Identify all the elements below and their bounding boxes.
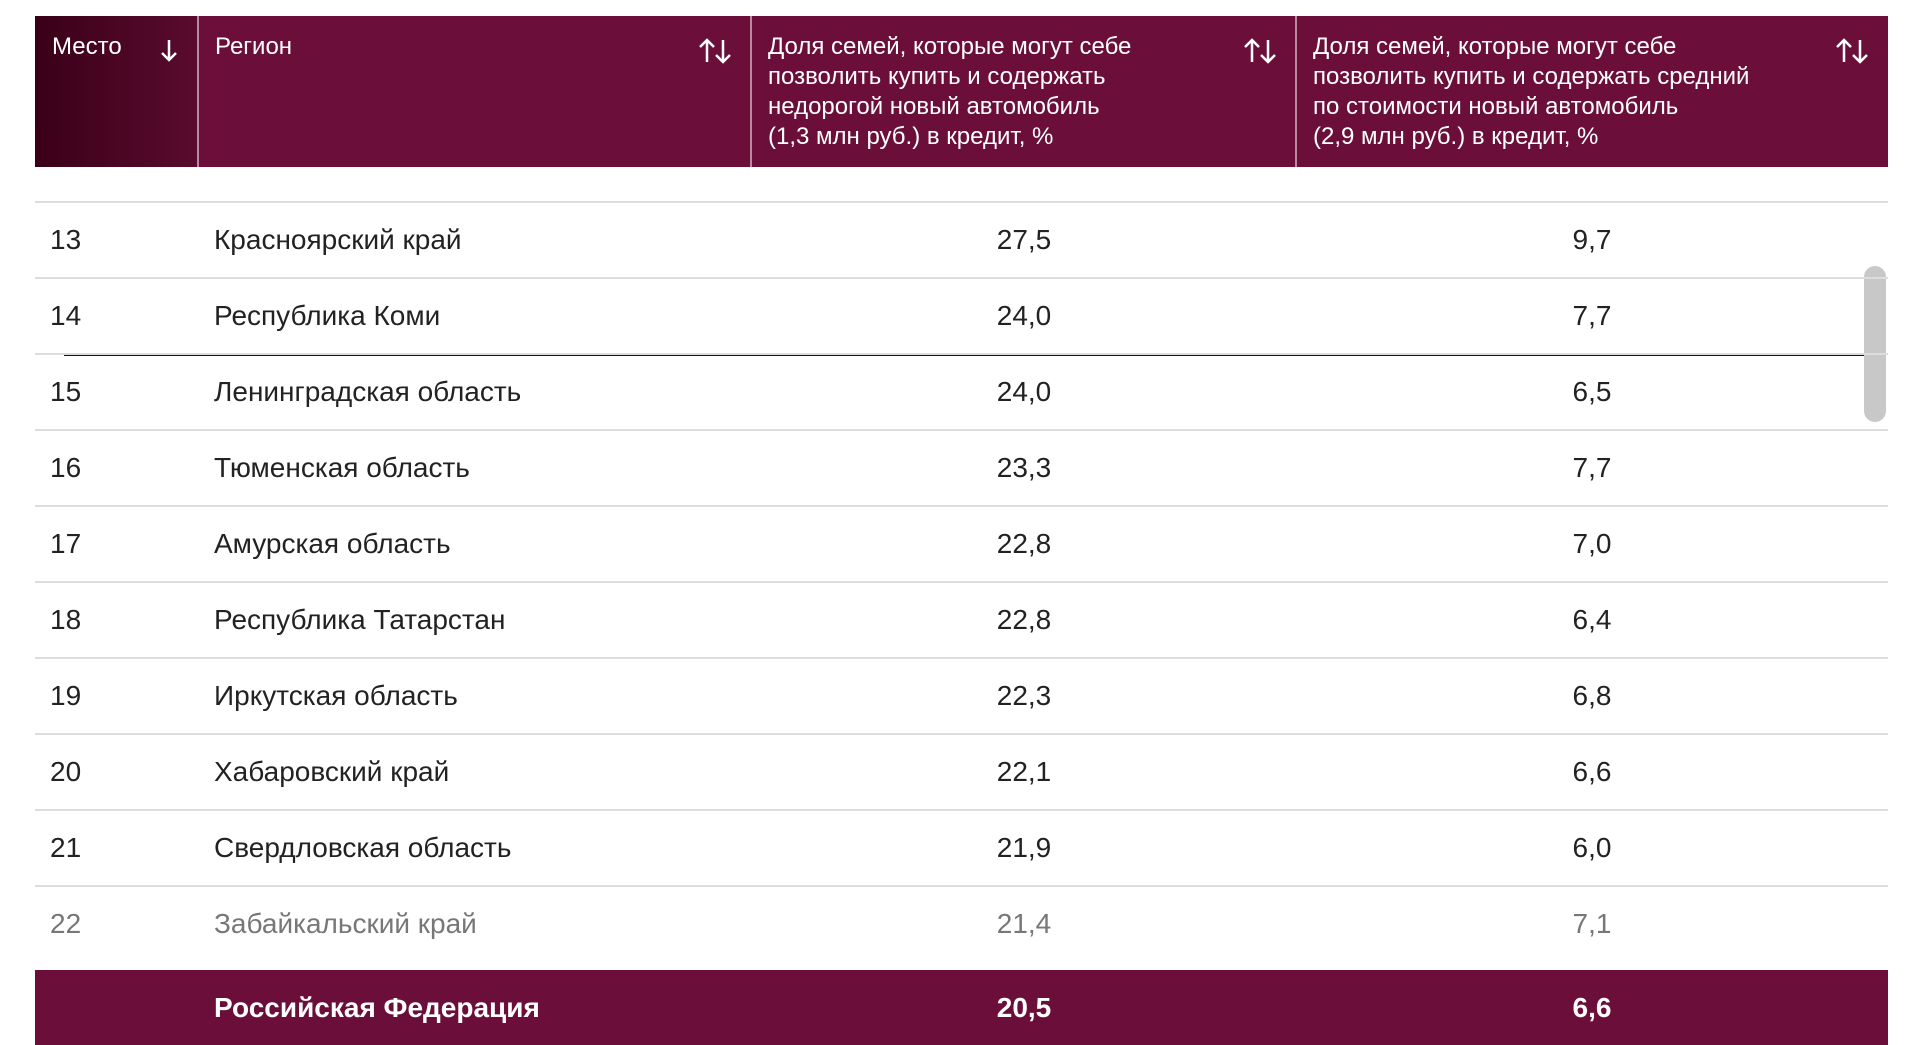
column-separator — [1295, 16, 1297, 167]
row-border — [35, 201, 1888, 203]
value: 24,0 — [996, 300, 1052, 331]
region: Республика Коми — [214, 300, 441, 331]
value: 6,8 — [1572, 680, 1612, 711]
value: 24,0 — [996, 376, 1052, 407]
value: 6,4 — [1572, 604, 1612, 635]
sort-icon[interactable] — [1834, 36, 1870, 66]
header-line: позволить купить и содержать средний — [1313, 63, 1750, 90]
value: 23,3 — [996, 452, 1052, 483]
header-line: (2,9 млн руб.) в кредит, % — [1313, 123, 1599, 150]
column-header[interactable]: Регион — [198, 16, 751, 167]
header-line: по стоимости новый автомобиль — [1313, 93, 1679, 120]
sort-icon[interactable] — [697, 36, 733, 66]
column-header[interactable]: Доля семей, которые могут себе позволить … — [751, 16, 1296, 167]
header-line: Регион — [215, 33, 293, 60]
value: 6,6 — [1572, 756, 1612, 787]
value: 7,7 — [1572, 452, 1612, 483]
value: 22,3 — [996, 680, 1052, 711]
total-row: Российская Федерация 20,5 6,6 — [35, 970, 1888, 1045]
row-border — [35, 505, 1888, 507]
sort-icon[interactable] — [1242, 36, 1278, 66]
region: Ленинградская область — [214, 376, 522, 407]
total-label: Российская Федерация — [214, 992, 540, 1023]
region: Свердловская область — [214, 832, 512, 863]
header-text: Доля семей, которые могут себе позволить … — [768, 32, 1131, 152]
rank: 22 — [50, 908, 82, 939]
rank: 14 — [50, 300, 82, 331]
header-text: Регион — [215, 32, 292, 62]
column-header[interactable]: Доля семей, которые могут себе позволить … — [1296, 16, 1888, 167]
header-line: Доля семей, которые могут себе — [1313, 33, 1677, 60]
value: 27,5 — [996, 224, 1052, 255]
row-border — [35, 429, 1888, 431]
rank: 17 — [50, 528, 82, 559]
column-separator — [197, 16, 199, 167]
region: Красноярский край — [214, 224, 462, 255]
value: 21,9 — [996, 832, 1052, 863]
region: Иркутская область — [214, 680, 458, 711]
rank: 21 — [50, 832, 82, 863]
rank: 20 — [50, 756, 82, 787]
row-border — [35, 581, 1888, 583]
column-header[interactable]: Место — [35, 16, 198, 167]
region: Забайкальский край — [214, 908, 477, 939]
region: Амурская область — [214, 528, 451, 559]
header-line: Доля семей, которые могут себе — [768, 33, 1132, 60]
value: 7,1 — [1572, 908, 1612, 939]
region: Хабаровский край — [214, 756, 450, 787]
row-border — [35, 885, 1888, 887]
rank: 18 — [50, 604, 82, 635]
header-line: недорогой новый автомобиль — [768, 93, 1100, 120]
rank: 15 — [50, 376, 82, 407]
header-line: Место — [52, 33, 122, 60]
value: 21,4 — [996, 908, 1052, 939]
value: 7,7 — [1572, 300, 1612, 331]
header-text: Место — [52, 32, 122, 62]
row-border — [35, 733, 1888, 735]
value: 6,5 — [1572, 376, 1612, 407]
total-value: 20,5 — [996, 992, 1052, 1023]
row-border — [35, 809, 1888, 811]
sort-icon[interactable] — [158, 36, 180, 66]
total-value: 6,6 — [1572, 992, 1612, 1023]
value: 6,0 — [1572, 832, 1612, 863]
value: 22,8 — [996, 528, 1052, 559]
header-line: (1,3 млн руб.) в кредит, % — [768, 123, 1054, 150]
row-border — [35, 657, 1888, 659]
column-separator — [750, 16, 752, 167]
value: 22,1 — [996, 756, 1052, 787]
rank: 13 — [50, 224, 82, 255]
region: Тюменская область — [214, 452, 470, 483]
row-border — [35, 353, 1888, 355]
value: 22,8 — [996, 604, 1052, 635]
header-line: позволить купить и содержать — [768, 63, 1106, 90]
value: 9,7 — [1572, 224, 1612, 255]
row-border — [35, 277, 1888, 279]
value: 7,0 — [1572, 528, 1612, 559]
rank: 19 — [50, 680, 82, 711]
header-text: Доля семей, которые могут себе позволить … — [1313, 32, 1749, 152]
rank: 16 — [50, 452, 82, 483]
scrollbar[interactable] — [1864, 266, 1886, 422]
region: Республика Татарстан — [214, 604, 506, 635]
